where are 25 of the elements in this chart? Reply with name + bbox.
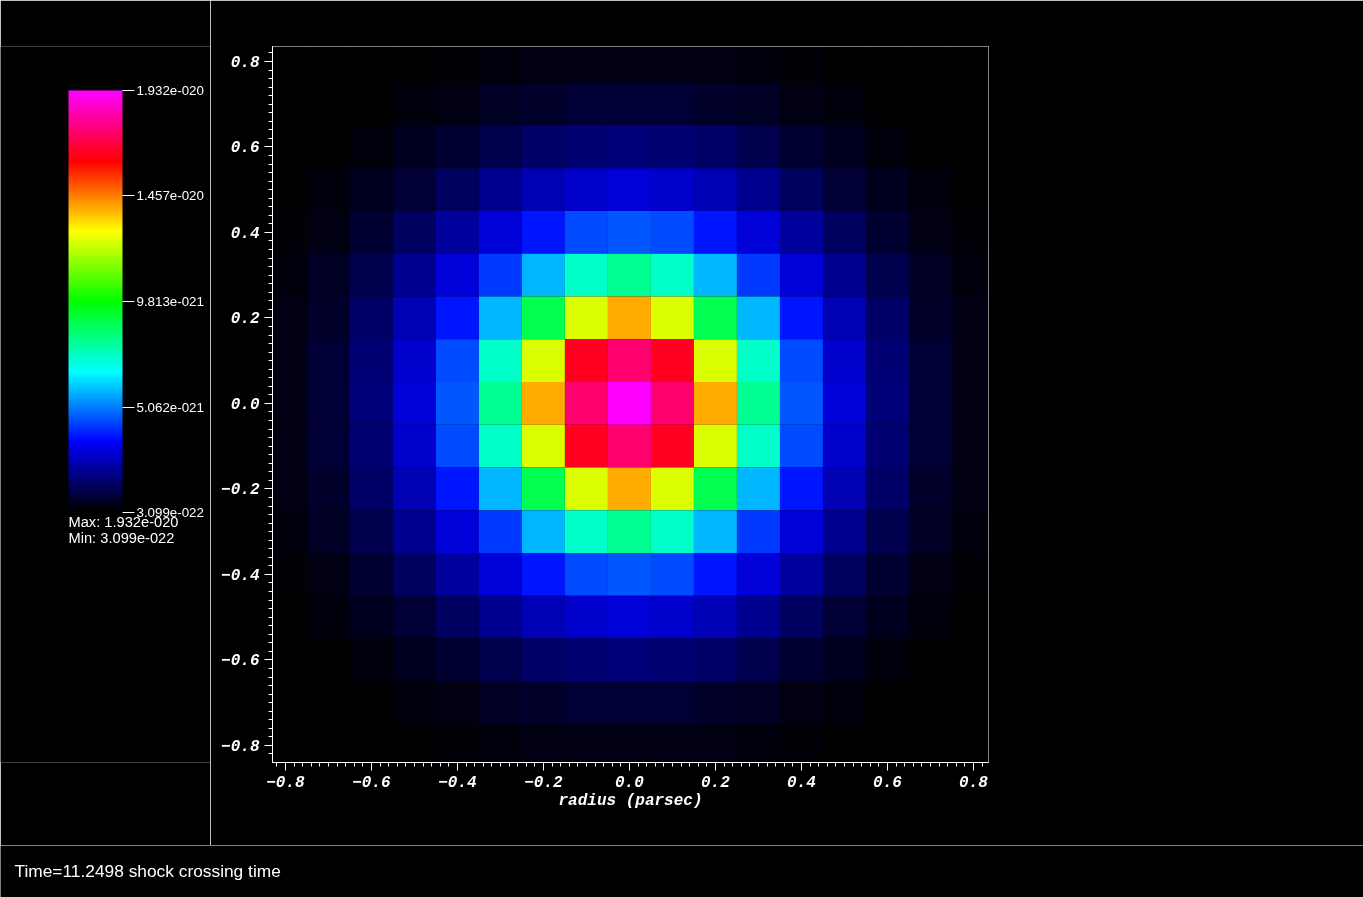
color-bar-label: 5.062e-021: [136, 399, 204, 415]
color-bar-label: 1.457e-020: [136, 188, 204, 204]
x-tick-label: 0.4: [787, 773, 817, 792]
x-tick-label: 0.8: [959, 773, 989, 792]
y-tick-label: 0.0: [230, 395, 260, 414]
y-tick-label: −0.4: [221, 566, 260, 585]
y-tick-label: 0.2: [230, 310, 260, 329]
x-tick-label: 0.6: [873, 773, 903, 792]
y-tick-label: 0.8: [230, 53, 260, 72]
text: Min: 3.099e-022: [68, 529, 175, 546]
y-tick-label: −0.6: [221, 652, 260, 671]
y-tick-label: −0.8: [221, 737, 260, 756]
x-tick-label: −0.2: [524, 773, 564, 792]
x-axis-title: radius (parsec): [558, 791, 703, 810]
x-tick-label: 0.0: [615, 773, 645, 792]
y-tick-label: 0.4: [230, 224, 260, 243]
x-tick-label: −0.4: [438, 773, 478, 792]
x-tick-label: −0.8: [266, 773, 305, 792]
x-tick-label: −0.6: [352, 773, 392, 792]
x-tick-label: 0.2: [701, 773, 731, 792]
y-tick-label: −0.2: [221, 481, 260, 500]
color-bar-label: 9.813e-021: [136, 294, 204, 310]
color-bar-label: 1.932e-020: [136, 83, 204, 98]
text: Time=11.2498 shock crossing time: [14, 860, 281, 881]
y-tick-label: 0.6: [230, 139, 260, 158]
